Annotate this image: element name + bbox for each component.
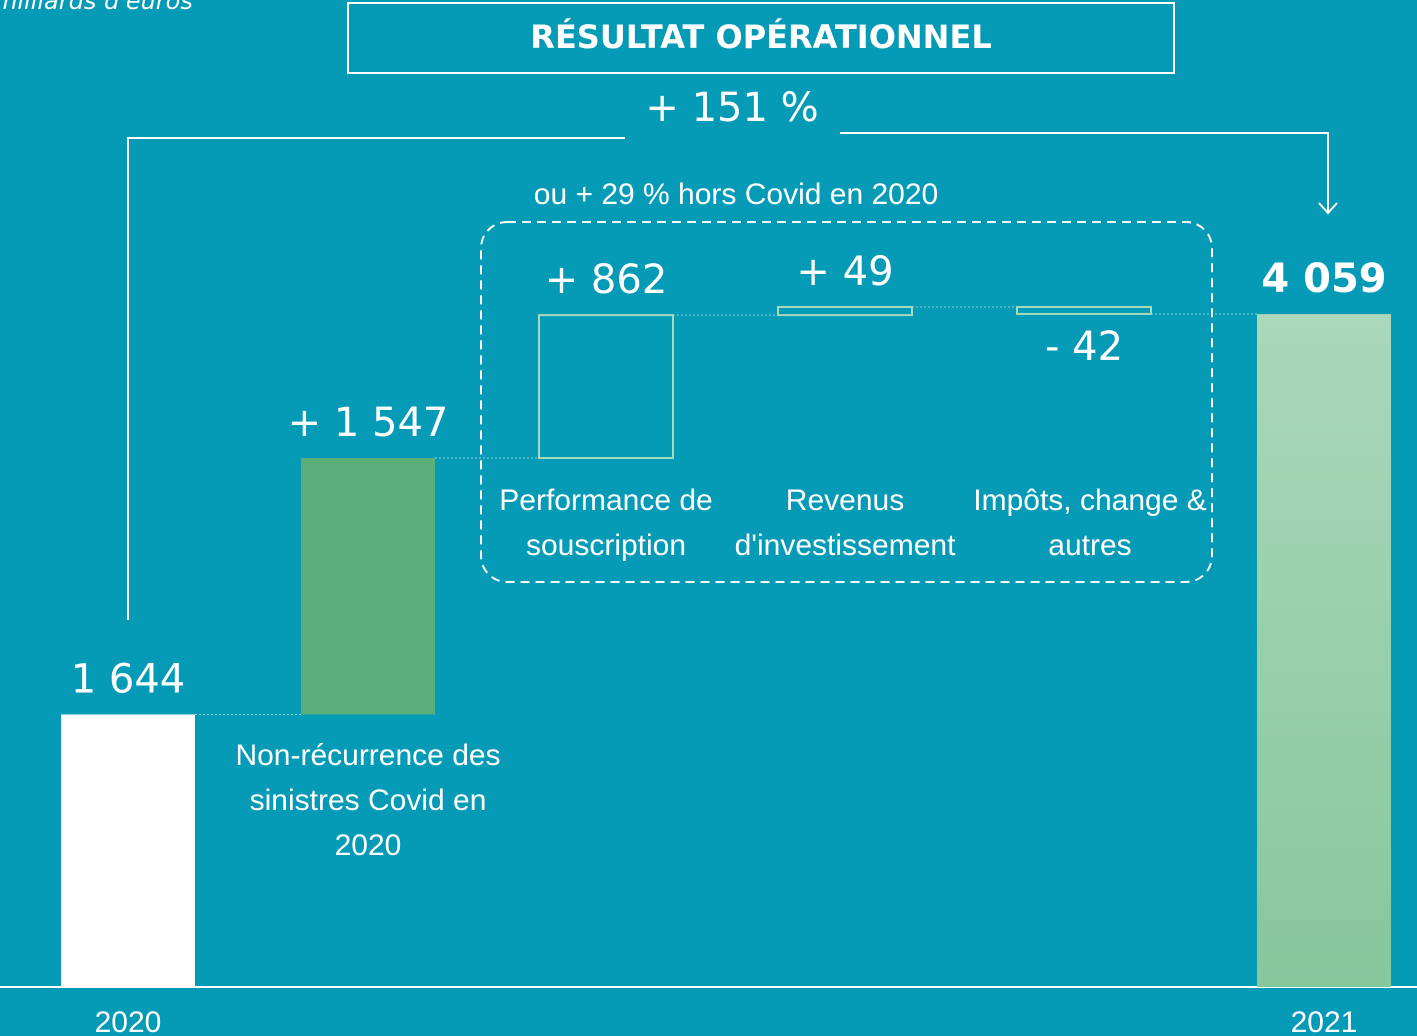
title-box [347,2,1175,74]
bracket-left [127,137,625,620]
value-label: + 49 [796,249,893,295]
category-label: Non-récurrence des sinistres Covid en 20… [235,739,501,862]
bar [61,714,195,987]
bar-shade [1257,314,1391,987]
bracket-right [840,132,1329,213]
value-label: + 862 [545,257,668,303]
covid-annotation: ou + 29 % hors Covid en 2020 [534,178,938,211]
group-box [480,221,1213,583]
bar [1016,306,1152,315]
value-label: 1 644 [71,656,186,702]
category-label: 2021 [1290,1006,1358,1036]
bar [301,458,435,715]
value-label: 4 059 [1261,256,1386,302]
category-label: Impôts, change & autres [973,484,1207,562]
growth-annotation: + 151 % [645,85,818,131]
bar [777,306,913,317]
value-label: + 1 547 [288,400,449,446]
bar [538,314,674,460]
category-label: Revenus d'investissement [734,484,956,562]
chart-title: RÉSULTAT OPÉRATIONNEL [530,18,991,56]
category-label: 2020 [94,1006,162,1036]
subtitle: milliards d'euros [0,0,193,15]
value-label: - 42 [1045,324,1123,370]
category-label: Performance de souscription [499,484,713,562]
arrow-head [1318,202,1338,215]
